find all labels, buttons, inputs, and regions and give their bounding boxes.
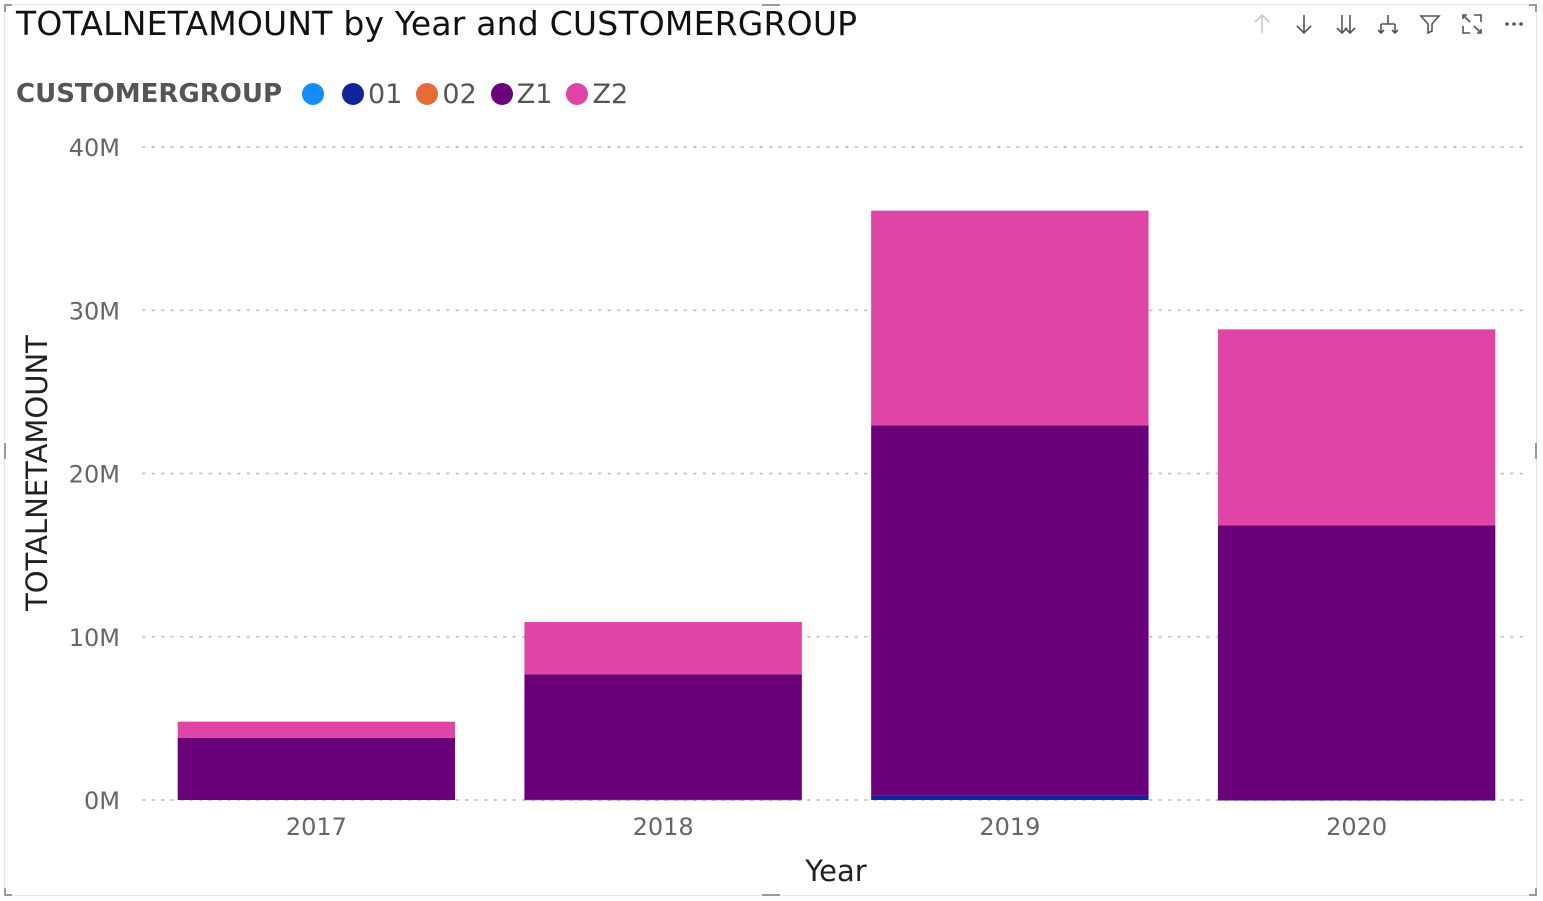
legend-item-z1[interactable]: Z1: [490, 78, 553, 110]
resize-handle-bottom-left[interactable]: [4, 894, 12, 896]
bar-segment[interactable]: [871, 425, 1149, 796]
legend-item-z2[interactable]: Z2: [566, 79, 628, 110]
y-tick-label: 40M: [69, 134, 120, 162]
resize-handle-top-right[interactable]: [1535, 4, 1537, 12]
bar-segment[interactable]: [177, 721, 456, 738]
legend-marker: [566, 83, 589, 105]
bar-segment[interactable]: [1217, 329, 1496, 526]
resize-handle-top-center[interactable]: [762, 4, 780, 6]
resize-handle-left-middle[interactable]: [4, 443, 6, 459]
legend-marker: [416, 83, 439, 105]
legend-title: CUSTOMERGROUP: [16, 79, 283, 109]
x-tick-label: 2017: [286, 813, 347, 841]
y-axis-title: TOTALNETAMOUNT: [20, 335, 54, 612]
resize-handle-bottom-left[interactable]: [4, 888, 6, 896]
y-tick-label: 20M: [69, 461, 120, 489]
legend-marker: [302, 83, 325, 105]
legend-item-02[interactable]: 02: [416, 78, 477, 110]
expand-next-level-icon[interactable]: [1325, 8, 1367, 40]
x-tick-label: 2018: [633, 813, 694, 841]
x-tick-label: 2020: [1326, 813, 1387, 841]
x-tick-label: 2019: [979, 813, 1040, 841]
focus-mode-icon[interactable]: [1451, 8, 1493, 40]
legend-item-01[interactable]: 01: [342, 79, 402, 110]
bar-segment[interactable]: [1217, 799, 1496, 801]
y-tick-label: 30M: [69, 297, 120, 325]
bar-segment[interactable]: [871, 795, 1149, 800]
y-tick-label: 0M: [84, 787, 120, 815]
legend-label: Z2: [592, 78, 629, 110]
drill-up-icon[interactable]: [1241, 8, 1283, 40]
legend: CUSTOMERGROUP 01 02 Z1 Z2: [16, 74, 642, 114]
resize-handle-bottom-right[interactable]: [1535, 888, 1537, 896]
legend-marker: [490, 83, 513, 105]
legend-marker: [342, 83, 365, 105]
more-options-icon[interactable]: [1493, 8, 1535, 40]
resize-handle-bottom-right[interactable]: [1529, 894, 1537, 896]
resize-handle-top-left[interactable]: [4, 4, 6, 12]
resize-handle-right-middle[interactable]: [1535, 443, 1537, 459]
bars: [177, 210, 1496, 801]
legend-item-blank[interactable]: [302, 83, 328, 105]
chart-title: TOTALNETAMOUNT by Year and CUSTOMERGROUP: [16, 4, 858, 43]
bar-segment[interactable]: [177, 737, 456, 800]
resize-handle-bottom-center[interactable]: [762, 894, 780, 896]
bar-segment[interactable]: [871, 210, 1149, 426]
bar-segment[interactable]: [1217, 525, 1496, 800]
bar-segment[interactable]: [524, 799, 802, 801]
resize-handle-top-right[interactable]: [1529, 4, 1537, 6]
legend-label: 02: [442, 78, 477, 110]
legend-label: 01: [368, 78, 403, 110]
legend-label: Z1: [516, 78, 553, 110]
expand-hierarchy-icon[interactable]: [1367, 8, 1409, 40]
resize-handle-top-left[interactable]: [4, 4, 12, 6]
bar-segment[interactable]: [524, 622, 802, 675]
y-tick-label: 10M: [69, 624, 120, 652]
x-axis-ticks: 2017 2018 2019 2020: [286, 813, 1387, 841]
filter-icon[interactable]: [1409, 8, 1451, 40]
bar-segment[interactable]: [524, 674, 802, 800]
visual-header-toolbar: [1241, 8, 1535, 40]
y-axis-ticks: 0M 10M 20M 30M 40M: [69, 134, 120, 815]
x-axis-title: Year: [804, 854, 866, 888]
drill-down-icon[interactable]: [1283, 8, 1325, 40]
